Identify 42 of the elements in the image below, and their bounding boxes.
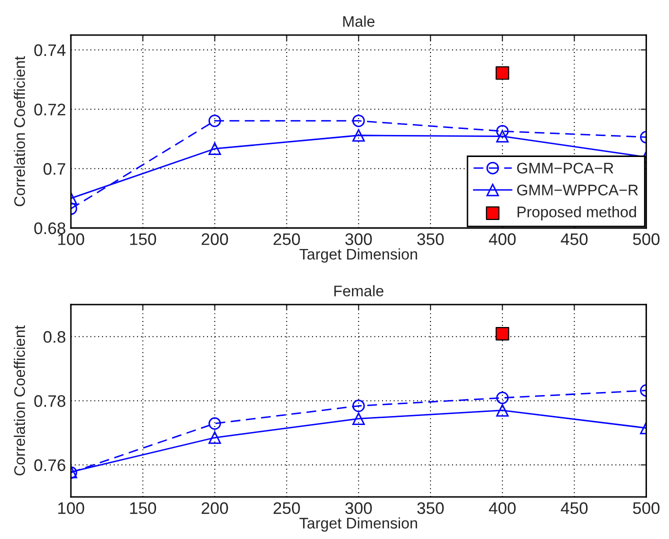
x-tick-label: 350 — [417, 502, 444, 514]
x-tick-label: 500 — [633, 502, 660, 514]
x-tick-label: 300 — [345, 233, 372, 246]
y-axis-title: Correlation Coefficient — [14, 325, 26, 476]
point — [208, 431, 221, 444]
x-tick-label: 200 — [202, 502, 228, 514]
y-tick-label: 0.7 — [44, 163, 66, 175]
legend-label: Proposed method — [518, 206, 636, 220]
x-tick-label: 300 — [345, 502, 372, 514]
legend-label: GMM−PCA−R — [517, 162, 614, 174]
chart-title: Female — [334, 285, 384, 296]
point — [352, 114, 365, 128]
x-tick-label: 100 — [58, 233, 84, 246]
point — [352, 412, 365, 425]
x-tick-label: 200 — [202, 233, 228, 246]
point — [208, 142, 221, 155]
x-tick-label: 400 — [488, 502, 516, 514]
x-tick-label: 450 — [560, 502, 588, 514]
point — [208, 114, 221, 128]
x-tick-label: 450 — [560, 233, 588, 246]
y-axis-title: Correlation Coefficient — [14, 56, 26, 206]
x-tick-label: 250 — [274, 502, 300, 514]
x-axis-title: Target Dimension — [299, 248, 418, 263]
x-tick-label: 150 — [130, 233, 156, 246]
point — [208, 417, 221, 430]
y-tick-label: 0.74 — [34, 44, 66, 56]
chart-title: Male — [343, 16, 374, 27]
y-tick-label: 0.68 — [34, 222, 66, 234]
x-axis-title: Target Dimension — [299, 517, 418, 532]
x-tick-label: 150 — [130, 502, 156, 514]
x-tick-label: 400 — [488, 233, 516, 246]
point — [352, 400, 365, 412]
y-tick-label: 0.72 — [34, 104, 66, 116]
y-tick-label: 0.76 — [34, 459, 66, 472]
y-tick-label: 0.8 — [44, 331, 66, 343]
x-tick-label: 500 — [633, 233, 660, 246]
y-tick-label: 0.78 — [34, 395, 66, 407]
x-tick-label: 350 — [417, 233, 444, 246]
point — [352, 129, 365, 142]
x-tick-label: 250 — [274, 233, 300, 246]
legend-label: GMM−WPPCA−R — [517, 184, 638, 196]
x-tick-label: 100 — [58, 502, 84, 514]
